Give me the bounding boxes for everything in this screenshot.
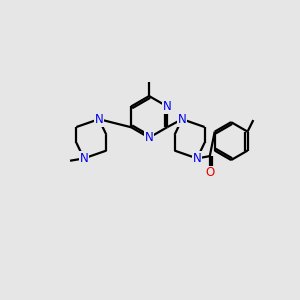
Text: N: N bbox=[178, 113, 186, 126]
Text: N: N bbox=[163, 100, 172, 113]
Text: N: N bbox=[80, 152, 88, 165]
Text: O: O bbox=[205, 167, 214, 179]
Text: N: N bbox=[94, 113, 103, 126]
Text: N: N bbox=[193, 152, 201, 165]
Text: N: N bbox=[145, 131, 154, 144]
